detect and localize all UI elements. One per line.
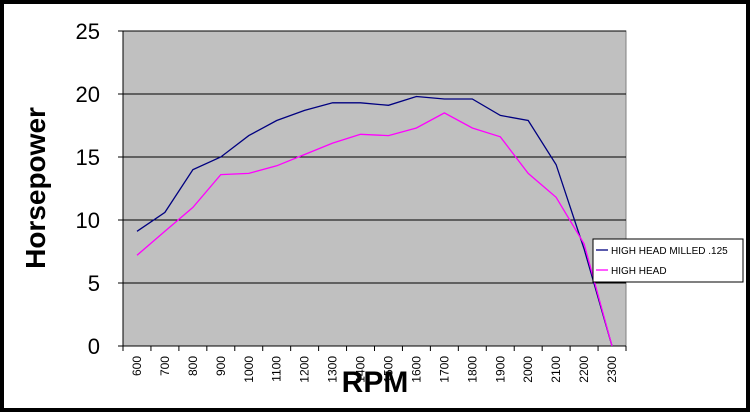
legend-label-2: HIGH HEAD: [611, 266, 667, 277]
x-axis-title: RPM: [342, 366, 409, 399]
y-tick-label: 10: [76, 208, 100, 233]
x-tick-label: 1700: [437, 356, 451, 383]
x-tick-label: 1300: [326, 356, 340, 383]
series-line-2: [136, 112, 613, 347]
x-tick-label: 2100: [549, 356, 563, 383]
series-line-1: [136, 95, 613, 347]
y-tick-label: 25: [76, 19, 100, 44]
legend-box: [592, 238, 744, 283]
x-tick-label: 1100: [270, 356, 284, 382]
x-tick-label: 700: [158, 356, 172, 376]
x-tick-label: 1600: [409, 356, 423, 383]
x-tick-label: 1900: [493, 356, 507, 383]
x-tick-label: 1400: [354, 356, 368, 383]
legend: HIGH HEAD MILLED .125 HIGH HEAD: [592, 238, 744, 283]
y-axis-title: Horsepower: [20, 107, 51, 269]
x-tick-label: 2200: [577, 356, 591, 383]
x-tick-label: 1500: [381, 356, 395, 383]
x-tick-label: 800: [186, 356, 200, 376]
x-tick-label: 1000: [242, 356, 256, 383]
y-tick-label: 15: [76, 145, 100, 170]
x-tick-label: 1800: [465, 356, 479, 383]
legend-label-1: HIGH HEAD MILLED .125: [611, 246, 728, 257]
y-tick-label: 20: [76, 82, 100, 107]
x-tick-label: 2300: [605, 356, 619, 383]
x-tick-label: 1200: [298, 356, 312, 383]
x-tick-label: 2000: [521, 356, 535, 383]
y-tick-label: 5: [88, 271, 100, 296]
y-tick-label: 0: [88, 334, 100, 359]
x-tick-label: 900: [214, 356, 228, 376]
x-tick-label: 600: [130, 356, 144, 376]
plot-area: [122, 30, 627, 347]
